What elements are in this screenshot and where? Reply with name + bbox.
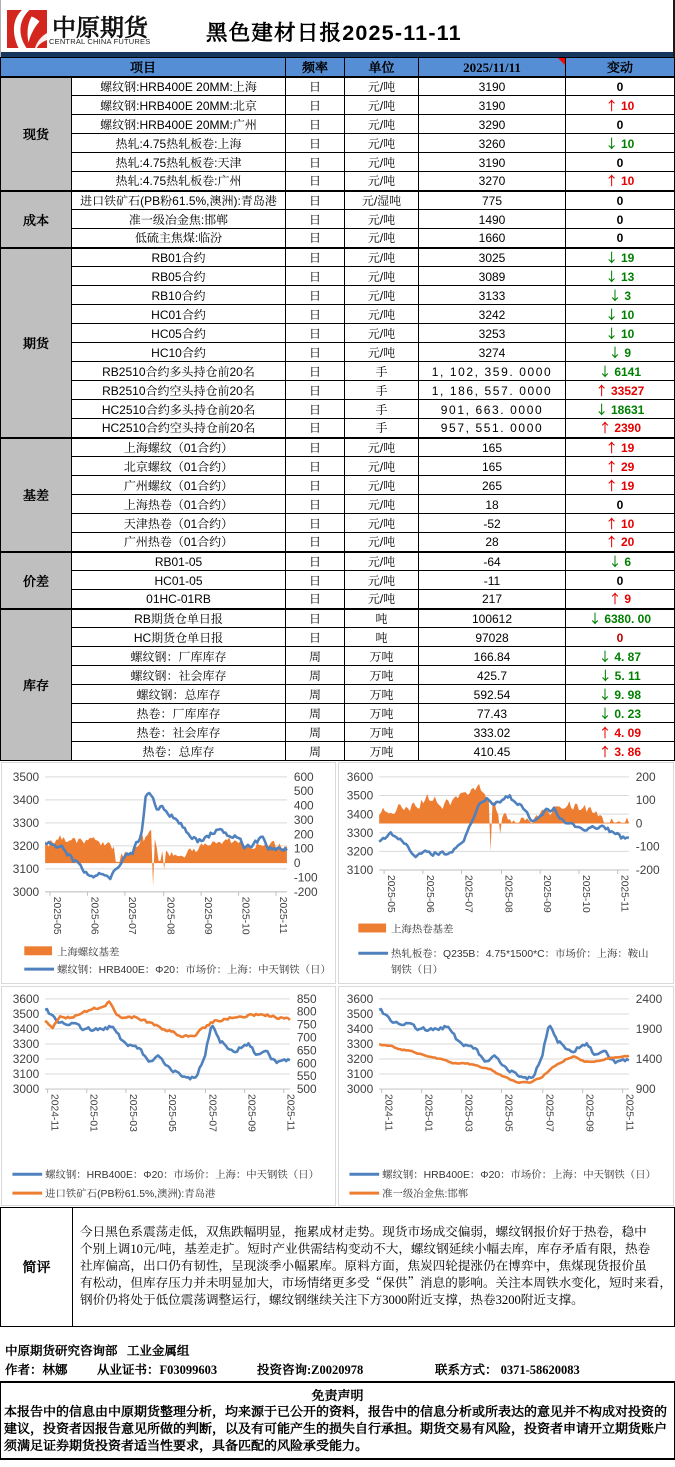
svg-text:3500: 3500 <box>13 1007 40 1021</box>
svg-text:2025-11: 2025-11 <box>619 875 630 912</box>
svg-text:螺纹钢：HRB400E：Φ20：市场价：上海：中天钢铁（日）: 螺纹钢：HRB400E：Φ20：市场价：上海：中天钢铁（日） <box>45 1166 319 1181</box>
svg-text:3200: 3200 <box>347 1052 374 1066</box>
svg-text:500: 500 <box>294 784 314 798</box>
svg-text:200: 200 <box>294 827 314 841</box>
svg-text:2025-10: 2025-10 <box>240 897 251 935</box>
svg-text:3500: 3500 <box>347 789 374 803</box>
svg-text:700: 700 <box>297 1031 317 1045</box>
svg-text:2025-07: 2025-07 <box>463 875 474 913</box>
svg-text:400: 400 <box>294 799 314 813</box>
svg-text:750: 750 <box>297 1018 317 1032</box>
svg-text:3300: 3300 <box>347 1037 374 1051</box>
svg-text:2025-05: 2025-05 <box>503 1094 514 1132</box>
svg-text:-100: -100 <box>636 840 660 854</box>
svg-text:热轧板卷：Q235B：4.75*1500*C：市场价：上海：: 热轧板卷：Q235B：4.75*1500*C：市场价：上海：鞍山 <box>391 945 649 960</box>
svg-text:2025-01: 2025-01 <box>88 1094 99 1132</box>
svg-text:2025-05: 2025-05 <box>385 875 396 913</box>
svg-text:2025-06: 2025-06 <box>424 875 435 913</box>
svg-text:300: 300 <box>294 813 314 827</box>
svg-text:100: 100 <box>636 793 656 807</box>
svg-text:3600: 3600 <box>13 992 40 1006</box>
svg-text:600: 600 <box>294 770 314 784</box>
svg-text:3000: 3000 <box>13 1082 40 1096</box>
svg-text:3100: 3100 <box>347 1067 374 1081</box>
svg-text:2025-10: 2025-10 <box>580 875 591 913</box>
svg-text:螺纹钢：HRB400E：Φ20：市场价：上海：中天钢铁（日）: 螺纹钢：HRB400E：Φ20：市场价：上海：中天钢铁（日） <box>57 961 331 976</box>
svg-text:2025-07: 2025-07 <box>206 1094 217 1132</box>
svg-text:2025-08: 2025-08 <box>165 897 176 935</box>
svg-text:2025-11: 2025-11 <box>277 897 288 934</box>
svg-text:2025-09: 2025-09 <box>246 1094 257 1132</box>
svg-text:3600: 3600 <box>347 770 374 784</box>
svg-text:-200: -200 <box>636 863 660 877</box>
svg-text:2025-03: 2025-03 <box>127 1094 138 1132</box>
svg-text:2025-05: 2025-05 <box>166 1094 177 1132</box>
svg-text:3600: 3600 <box>347 992 374 1006</box>
svg-text:2025-05: 2025-05 <box>51 897 62 935</box>
svg-text:2025-06: 2025-06 <box>88 897 99 935</box>
svg-text:2025-11: 2025-11 <box>624 1094 635 1131</box>
svg-text:1900: 1900 <box>636 1022 663 1036</box>
svg-text:850: 850 <box>297 992 317 1006</box>
svg-text:3000: 3000 <box>347 1082 374 1096</box>
svg-text:3200: 3200 <box>13 839 40 853</box>
svg-text:2025-03: 2025-03 <box>463 1094 474 1132</box>
svg-text:3400: 3400 <box>13 1022 40 1036</box>
svg-text:500: 500 <box>297 1082 317 1096</box>
svg-text:3100: 3100 <box>13 1067 40 1081</box>
svg-text:3400: 3400 <box>347 1022 374 1036</box>
svg-text:550: 550 <box>297 1069 317 1083</box>
svg-text:-200: -200 <box>294 885 318 899</box>
svg-text:0: 0 <box>636 816 643 830</box>
svg-text:2025-01: 2025-01 <box>423 1094 434 1132</box>
svg-text:2025-07: 2025-07 <box>544 1094 555 1132</box>
svg-text:3200: 3200 <box>347 845 374 859</box>
svg-text:-100: -100 <box>294 870 318 884</box>
svg-text:3000: 3000 <box>13 885 40 899</box>
svg-text:3500: 3500 <box>347 1007 374 1021</box>
svg-text:2025-09: 2025-09 <box>584 1094 595 1132</box>
svg-text:3300: 3300 <box>13 816 40 830</box>
svg-text:100: 100 <box>294 842 314 856</box>
svg-text:2025-08: 2025-08 <box>503 875 514 913</box>
svg-text:600: 600 <box>297 1056 317 1070</box>
svg-text:200: 200 <box>636 770 656 784</box>
svg-text:螺纹钢：HRB400E：Φ20：市场价：上海：中天钢铁（日）: 螺纹钢：HRB400E：Φ20：市场价：上海：中天钢铁（日） <box>382 1166 656 1181</box>
svg-text:钢铁（日）: 钢铁（日） <box>391 961 443 976</box>
svg-text:2024-11: 2024-11 <box>49 1094 60 1131</box>
svg-text:3300: 3300 <box>347 826 374 840</box>
svg-text:900: 900 <box>636 1082 656 1096</box>
svg-text:3100: 3100 <box>13 862 40 876</box>
svg-text:3500: 3500 <box>13 770 40 784</box>
svg-text:2025-11: 2025-11 <box>285 1094 296 1131</box>
svg-text:800: 800 <box>297 1005 317 1019</box>
svg-text:2025-07: 2025-07 <box>126 897 137 935</box>
svg-text:650: 650 <box>297 1043 317 1057</box>
svg-text:2025-09: 2025-09 <box>541 875 552 913</box>
svg-text:上海螺纹基差: 上海螺纹基差 <box>57 943 119 958</box>
svg-text:准一级冶金焦:邯郸: 准一级冶金焦:邯郸 <box>382 1185 469 1200</box>
svg-text:3300: 3300 <box>13 1037 40 1051</box>
svg-text:3200: 3200 <box>13 1052 40 1066</box>
svg-text:0: 0 <box>294 856 301 870</box>
svg-text:3100: 3100 <box>347 863 374 877</box>
svg-text:进口铁矿石(PB粉61.5%,澳洲):青岛港: 进口铁矿石(PB粉61.5%,澳洲):青岛港 <box>45 1185 216 1200</box>
svg-text:2025-09: 2025-09 <box>202 897 213 935</box>
svg-text:2024-11: 2024-11 <box>383 1094 394 1131</box>
svg-text:1400: 1400 <box>636 1052 663 1066</box>
svg-text:上海热卷基差: 上海热卷基差 <box>391 920 453 935</box>
svg-text:2400: 2400 <box>636 992 663 1006</box>
svg-text:3400: 3400 <box>347 807 374 821</box>
svg-text:3400: 3400 <box>13 793 40 807</box>
